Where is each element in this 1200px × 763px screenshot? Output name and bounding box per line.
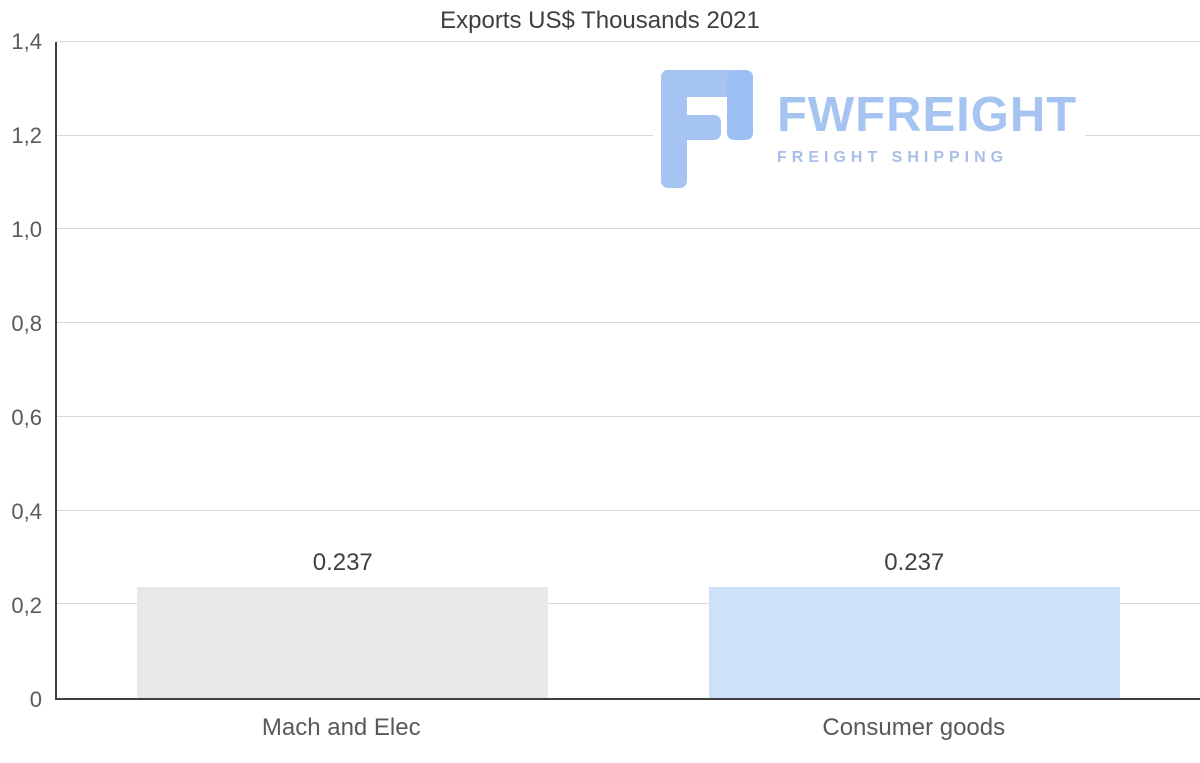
y-tick-label: 0,8 <box>11 311 42 336</box>
bar-consumer-goods <box>708 586 1120 698</box>
fwfreight-logo-icon <box>661 70 753 188</box>
x-category-label: Consumer goods <box>822 714 1006 741</box>
y-tick-label: 0,2 <box>11 593 42 618</box>
watermark-text: FWFREIGHT FREIGHT SHIPPING <box>777 91 1077 167</box>
watermark: FWFREIGHT FREIGHT SHIPPING <box>653 66 1086 192</box>
gridline <box>57 228 1200 230</box>
bar-value-label: 0.237 <box>884 548 945 576</box>
bar-slot: 0.237 <box>57 42 629 698</box>
gridline <box>57 134 1200 136</box>
chart-title: Exports US$ Thousands 2021 <box>440 7 760 34</box>
y-tick-label: 1,0 <box>11 217 42 242</box>
gridline <box>57 322 1200 324</box>
y-tick-label: 0,6 <box>11 405 42 430</box>
bars-layer: 0.237 0.237 <box>57 42 1200 698</box>
gridline <box>57 603 1200 605</box>
gridline <box>57 415 1200 417</box>
x-category-label: Mach and Elec <box>261 714 421 741</box>
plot-area: FWFREIGHT FREIGHT SHIPPING 0.237 0.237 <box>55 41 1200 700</box>
bar-value-label: 0.237 <box>312 548 373 576</box>
bar-mach-and-elec <box>137 586 549 698</box>
watermark-tagline-text: FREIGHT SHIPPING <box>777 149 1009 166</box>
bar-slot: 0.237 <box>629 42 1200 698</box>
gridline <box>57 41 1200 42</box>
y-tick-label: 1,2 <box>11 123 42 148</box>
y-tick-label: 1,4 <box>11 29 42 54</box>
x-axis: Mach and Elec Consumer goods <box>55 702 1200 763</box>
gridline <box>57 509 1200 511</box>
y-tick-label: 0,4 <box>11 499 42 524</box>
y-axis: 0 0,2 0,4 0,6 0,8 1,0 1,2 1,4 <box>0 29 55 712</box>
y-tick-label: 0 <box>29 687 42 712</box>
watermark-brand-text: FWFREIGHT <box>777 88 1078 142</box>
